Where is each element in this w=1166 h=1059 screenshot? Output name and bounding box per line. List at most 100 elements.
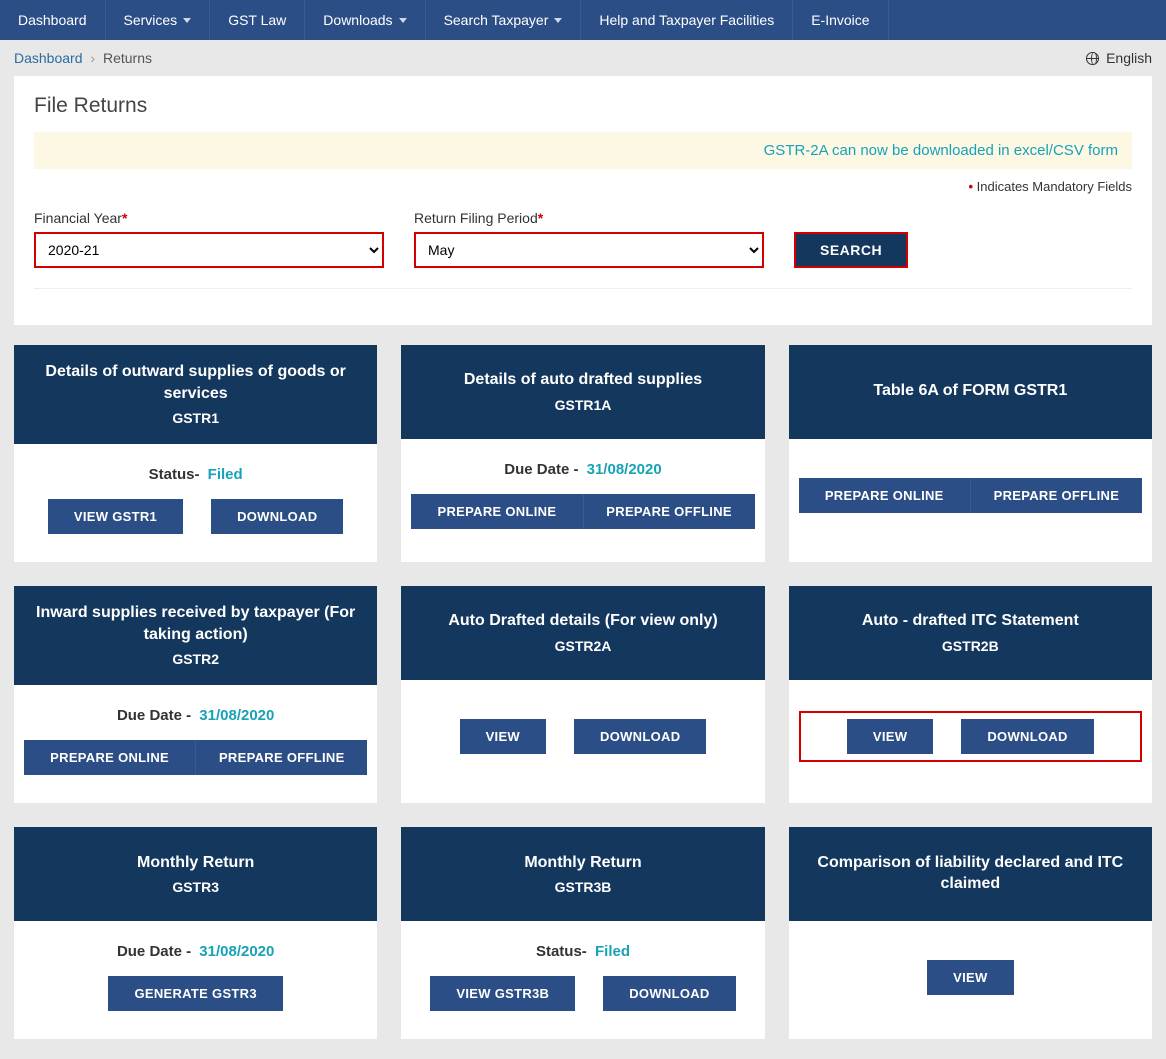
nav-item-services[interactable]: Services [106,0,211,40]
chevron-down-icon [554,18,562,23]
tile-title: Comparison of liability declared and ITC… [801,852,1140,895]
tile-title: Table 6A of FORM GSTR1 [801,380,1140,402]
return-period-select[interactable]: May [414,232,764,268]
breadcrumb-current: Returns [103,50,152,66]
search-button-wrap: SEARCH [794,232,908,268]
tile-header: Auto - drafted ITC Statement GSTR2B [789,586,1152,680]
breadcrumb-link-dashboard[interactable]: Dashboard [14,50,83,66]
return-tile-GSTR3: Monthly Return GSTR3 Due Date - 31/08/2020… [14,827,377,1039]
tile-code: GSTR2A [413,638,752,654]
return-tile-8: Comparison of liability declared and ITC… [789,827,1152,1039]
tile-body: PREPARE ONLINEPREPARE OFFLINE [789,439,1152,557]
return-tile-2: Table 6A of FORM GSTR1 PREPARE ONLINEPREP… [789,345,1152,562]
return-tile-GSTR2A: Auto Drafted details (For view only) GSTR… [401,586,764,803]
nav-item-search-taxpayer[interactable]: Search Taxpayer [426,0,582,40]
return-tile-GSTR2: Inward supplies received by taxpayer (Fo… [14,586,377,803]
return-tile-GSTR2B: Auto - drafted ITC Statement GSTR2B VIEW DO… [789,586,1152,803]
breadcrumb-row: Dashboard › Returns English [0,40,1166,76]
tile-button-row: VIEW [799,960,1142,995]
tile-header: Inward supplies received by taxpayer (Fo… [14,586,377,685]
tile-button-row: VIEW GSTR1 DOWNLOAD [24,499,367,534]
due-date-line: Due Date - 31/08/2020 [24,707,367,724]
view-button[interactable]: VIEW [460,719,546,754]
nav-item-e-invoice[interactable]: E-Invoice [793,0,888,40]
return-period-field: Return Filing Period* May [414,210,764,268]
nav-item-help-and-taxpayer-facilities[interactable]: Help and Taxpayer Facilities [581,0,793,40]
prepare-online-button[interactable]: PREPARE ONLINE [411,494,582,529]
tile-title: Auto - drafted ITC Statement [801,610,1140,632]
prepare-online-button[interactable]: PREPARE ONLINE [799,478,970,513]
tile-button-row: VIEW GSTR3B DOWNLOAD [411,976,754,1011]
due-date-line: Due Date - 31/08/2020 [24,943,367,960]
tile-code: GSTR2 [26,651,365,667]
status-line: Status- Filed [411,943,754,960]
filter-form: Financial Year* 2020-21 Return Filing Pe… [34,210,1132,289]
chevron-down-icon [183,18,191,23]
tile-button-row: VIEW DOWNLOAD [411,719,754,754]
tile-body: Status- Filed VIEW GSTR3B DOWNLOAD [401,921,764,1039]
download-button[interactable]: DOWNLOAD [574,719,706,754]
tile-title: Auto Drafted details (For view only) [413,610,752,632]
financial-year-label: Financial Year* [34,210,384,226]
tile-header: Monthly Return GSTR3 [14,827,377,921]
status-line: Status- Filed [24,466,367,483]
language-selector[interactable]: English [1086,50,1152,66]
tile-header: Comparison of liability declared and ITC… [789,827,1152,921]
financial-year-select[interactable]: 2020-21 [34,232,384,268]
tile-header: Details of auto drafted supplies GSTR1A [401,345,764,439]
mandatory-note: • Indicates Mandatory Fields [34,179,1132,194]
generate-gstr3-button[interactable]: GENERATE GSTR3 [108,976,282,1011]
search-button[interactable]: SEARCH [796,234,906,266]
return-tile-GSTR1: Details of outward supplies of goods or … [14,345,377,562]
view-button[interactable]: VIEW [927,960,1013,995]
tile-title: Monthly Return [413,852,752,874]
tile-code: GSTR3 [26,879,365,895]
tile-title: Details of auto drafted supplies [413,369,752,391]
tile-body: Due Date - 31/08/2020 GENERATE GSTR3 [14,921,377,1039]
return-tiles-grid: Details of outward supplies of goods or … [0,345,1166,1059]
return-period-label: Return Filing Period* [414,210,764,226]
info-banner: GSTR-2A can now be downloaded in excel/C… [34,132,1132,169]
tile-button-row: GENERATE GSTR3 [24,976,367,1011]
tile-title: Inward supplies received by taxpayer (Fo… [26,602,365,645]
breadcrumb: Dashboard › Returns [14,50,152,66]
financial-year-field: Financial Year* 2020-21 [34,210,384,268]
tile-button-row: PREPARE ONLINEPREPARE OFFLINE [799,478,1142,513]
download-button[interactable]: DOWNLOAD [961,719,1093,754]
prepare-offline-button[interactable]: PREPARE OFFLINE [583,494,755,529]
return-tile-GSTR1A: Details of auto drafted supplies GSTR1A Du… [401,345,764,562]
language-label: English [1106,50,1152,66]
view-button[interactable]: VIEW [847,719,933,754]
download-button[interactable]: DOWNLOAD [211,499,343,534]
tile-body: VIEW DOWNLOAD [401,680,764,798]
download-button[interactable]: DOWNLOAD [603,976,735,1011]
tile-code: GSTR2B [801,638,1140,654]
page-title: File Returns [34,94,1132,118]
tile-code: GSTR1 [26,410,365,426]
highlighted-button-group: VIEW DOWNLOAD [799,711,1142,762]
nav-item-dashboard[interactable]: Dashboard [0,0,106,40]
nav-item-gst-law[interactable]: GST Law [210,0,305,40]
tile-code: GSTR1A [413,397,752,413]
nav-item-downloads[interactable]: Downloads [305,0,425,40]
view-gstr1-button[interactable]: VIEW GSTR1 [48,499,183,534]
prepare-online-button[interactable]: PREPARE ONLINE [24,740,195,775]
prepare-offline-button[interactable]: PREPARE OFFLINE [195,740,367,775]
tile-header: Details of outward supplies of goods or … [14,345,377,444]
tile-code: GSTR3B [413,879,752,895]
tile-header: Table 6A of FORM GSTR1 [789,345,1152,439]
tile-button-row: PREPARE ONLINEPREPARE OFFLINE [411,494,754,529]
breadcrumb-separator: › [90,50,95,66]
chevron-down-icon [399,18,407,23]
tile-body: Due Date - 31/08/2020 PREPARE ONLINEPREPA… [401,439,764,557]
tile-body: VIEW DOWNLOAD [789,680,1152,798]
view-gstr3b-button[interactable]: VIEW GSTR3B [430,976,575,1011]
tile-header: Auto Drafted details (For view only) GSTR… [401,586,764,680]
tile-button-row: PREPARE ONLINEPREPARE OFFLINE [24,740,367,775]
tile-title: Monthly Return [26,852,365,874]
prepare-offline-button[interactable]: PREPARE OFFLINE [970,478,1142,513]
tile-header: Monthly Return GSTR3B [401,827,764,921]
file-returns-panel: File Returns GSTR-2A can now be download… [14,76,1152,325]
tile-body: Status- Filed VIEW GSTR1 DOWNLOAD [14,444,377,562]
due-date-line: Due Date - 31/08/2020 [411,461,754,478]
